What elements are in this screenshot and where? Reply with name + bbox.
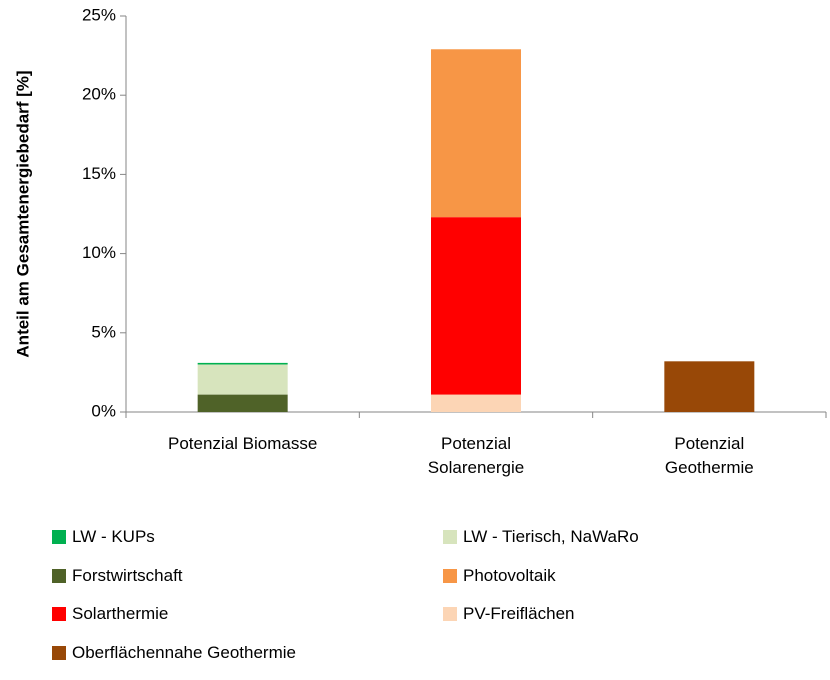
legend-swatch xyxy=(52,646,66,661)
y-tick-label: 5% xyxy=(91,322,116,341)
x-tick-label: Potenzial Solarenergie xyxy=(427,434,525,477)
legend-item: PV-Freiflächen xyxy=(443,604,575,624)
y-tick-label: 0% xyxy=(91,401,116,420)
legend-swatch xyxy=(52,607,66,622)
legend-swatch xyxy=(443,607,457,622)
y-tick-label: 20% xyxy=(82,85,116,104)
bar-segment xyxy=(664,361,755,412)
bar-segment xyxy=(431,217,521,395)
x-tick-label: Potenzial Biomasse xyxy=(168,434,318,453)
legend-label: Solarthermie xyxy=(72,604,169,624)
legend-label: LW - Tierisch, NaWaRo xyxy=(463,527,639,546)
bar-segment xyxy=(197,362,288,365)
legend-item: Oberflächennahe Geothermie xyxy=(52,643,296,663)
legend-swatch xyxy=(52,568,66,583)
legend-item: LW - Tierisch, NaWaRo xyxy=(443,527,639,547)
y-tick-label: 15% xyxy=(82,164,116,183)
legend-swatch xyxy=(443,530,457,544)
legend-label: LW - KUPs xyxy=(72,527,155,546)
legend-label: PV-Freiflächen xyxy=(463,604,575,624)
legend-swatch xyxy=(443,568,457,583)
legend-swatch xyxy=(52,530,66,544)
bar-segment xyxy=(197,364,288,395)
legend-label: Forstwirtschaft xyxy=(72,565,183,585)
bar-segment xyxy=(431,394,521,412)
y-tick-label: 25% xyxy=(82,5,116,24)
legend-item: LW - KUPs xyxy=(52,527,155,547)
legend-item: Forstwirtschaft xyxy=(52,566,183,586)
y-axis-label: Anteil am Gesamtenergiebedarf [%] xyxy=(13,70,32,357)
bar-segment xyxy=(197,394,288,412)
x-tick-label: Potenzial Geothermie xyxy=(664,434,754,477)
legend-item: Photovoltaik xyxy=(443,566,556,586)
legend-label: Photovoltaik xyxy=(463,565,556,585)
legend-label: Oberflächennahe Geothermie xyxy=(72,643,296,663)
y-tick-label: 10% xyxy=(82,243,116,262)
legend-item: Solarthermie xyxy=(52,604,168,624)
bar-segment xyxy=(431,49,521,218)
